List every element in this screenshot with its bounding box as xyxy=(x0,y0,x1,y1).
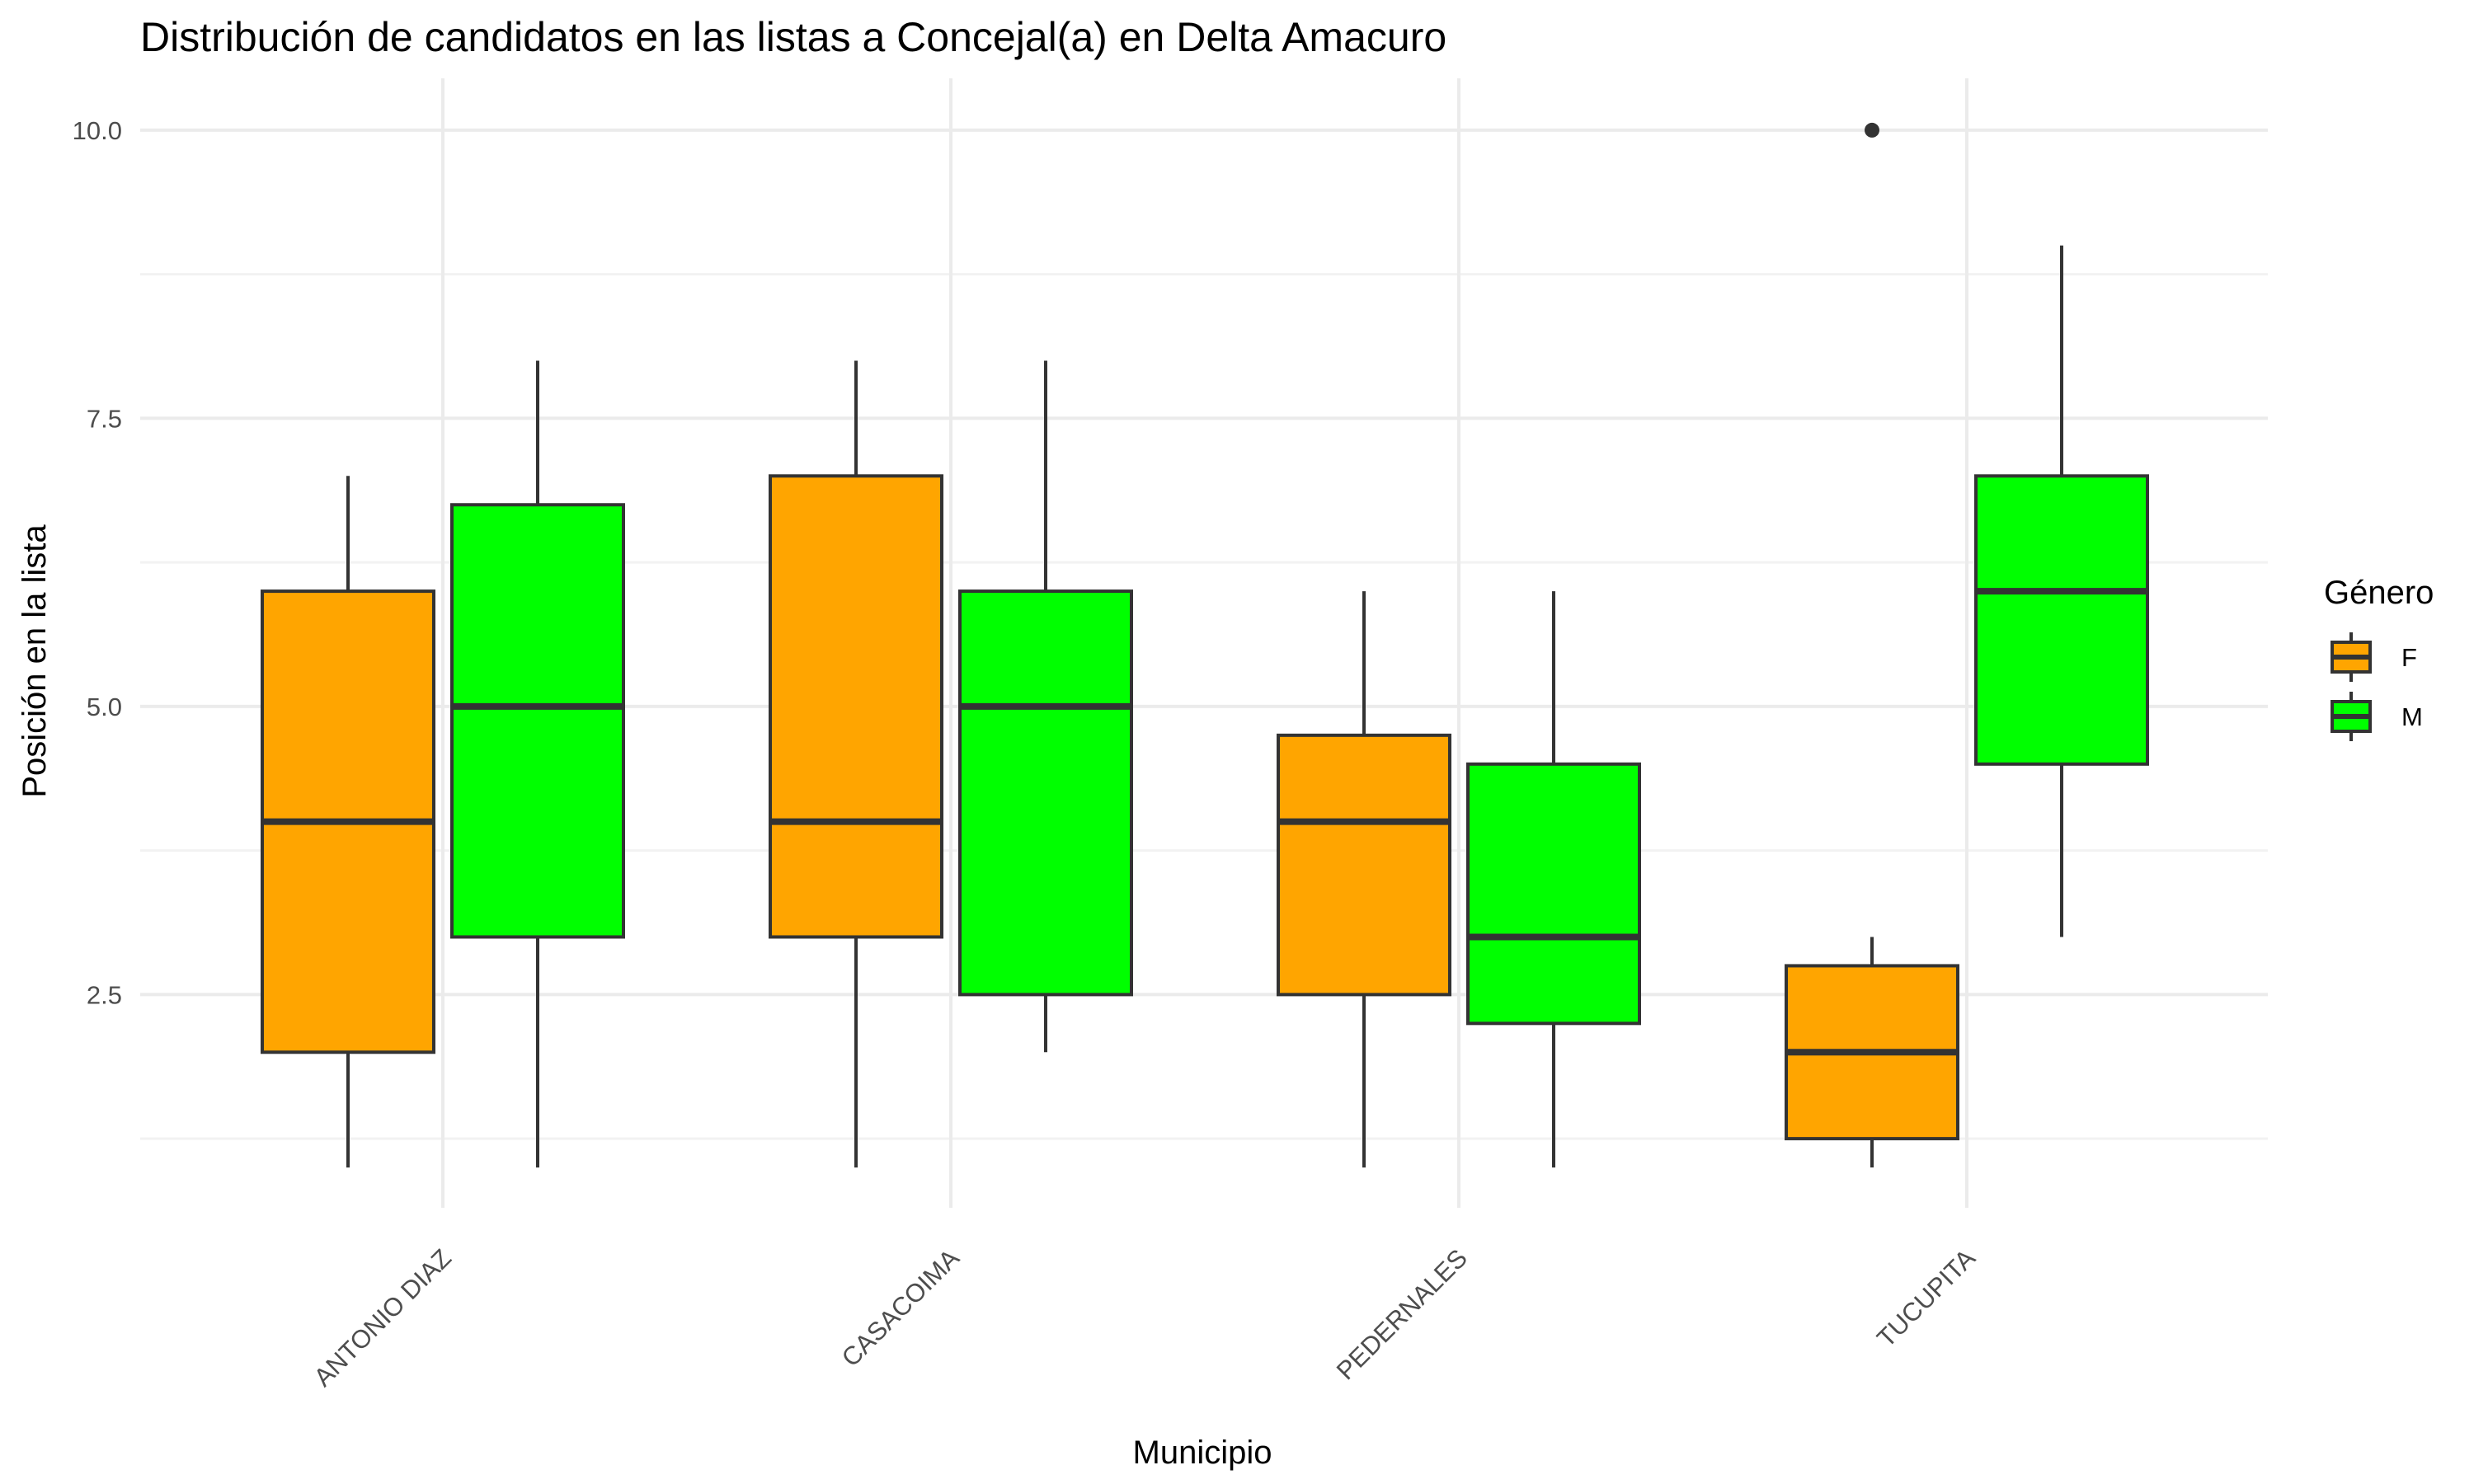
y-axis-title: Posición en la lista xyxy=(16,524,53,798)
legend-label-F: F xyxy=(2401,643,2417,672)
legend-label-M: M xyxy=(2401,702,2423,731)
box-F-antonio-diaz xyxy=(261,476,435,1168)
box-body xyxy=(769,474,943,939)
legend-item-M: M xyxy=(2331,692,2423,741)
legend-title: Género xyxy=(2324,575,2434,611)
y-tick-label: 5.0 xyxy=(87,693,122,721)
box-M-pedernales xyxy=(1466,591,1641,1168)
chart-title: Distribución de candidatos en las listas… xyxy=(140,14,1446,60)
y-tick-label: 7.5 xyxy=(87,404,122,433)
x-axis-title: Municipio xyxy=(1133,1435,1272,1471)
box-body xyxy=(958,589,1133,997)
boxes-layer xyxy=(261,122,2149,1168)
box-body xyxy=(1974,474,2149,766)
box-F-pedernales xyxy=(1277,591,1451,1168)
legend-item-F: F xyxy=(2331,632,2417,682)
box-body xyxy=(1466,762,1641,1026)
box-F-casacoima xyxy=(769,360,943,1168)
y-tick-labels: 2.5 5.0 7.5 10.0 xyxy=(73,116,122,1009)
box-M-casacoima xyxy=(958,360,1133,1053)
y-tick-label: 2.5 xyxy=(87,980,122,1009)
outlier-point xyxy=(1865,122,1879,138)
box-M-antonio-diaz xyxy=(450,360,625,1168)
y-tick-label: 10.0 xyxy=(73,116,122,145)
box-body xyxy=(1277,733,1451,997)
box-body xyxy=(450,503,625,939)
box-F-tucupita xyxy=(1785,122,1959,1168)
legend: Género F M xyxy=(2324,575,2434,741)
box-M-tucupita xyxy=(1974,245,2149,937)
